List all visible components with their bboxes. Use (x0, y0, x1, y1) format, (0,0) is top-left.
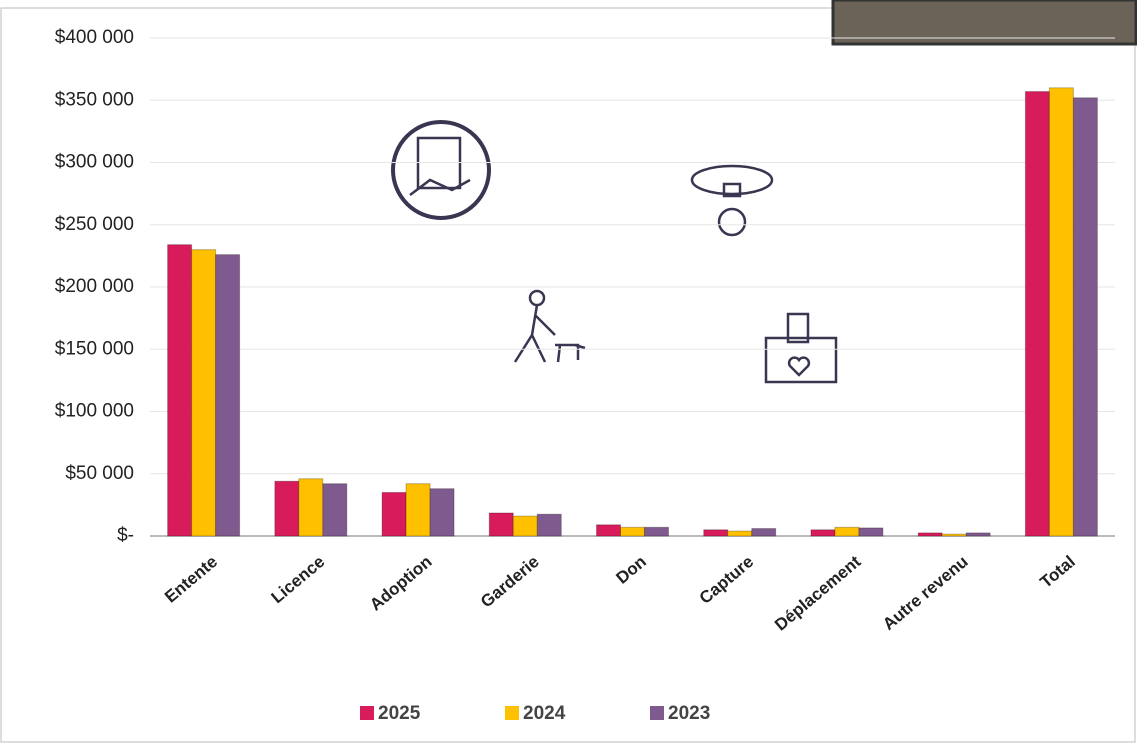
bar (644, 526, 669, 537)
legend-swatch (650, 706, 664, 720)
bar (191, 249, 217, 537)
bar (322, 483, 348, 537)
y-tick-label: $50 000 (65, 463, 134, 484)
bar (1024, 91, 1050, 537)
bar (941, 533, 967, 537)
bar (536, 513, 562, 537)
bar (405, 483, 431, 537)
bar (167, 244, 193, 537)
y-tick-label: $150 000 (55, 338, 134, 359)
bar (917, 532, 943, 537)
legend-swatch (360, 706, 374, 720)
bar (215, 254, 241, 537)
bar (703, 529, 729, 537)
bar (488, 512, 514, 537)
bar (965, 532, 991, 537)
photo (831, 0, 1137, 46)
bar (512, 515, 538, 537)
icons (391, 120, 838, 384)
bar (1072, 97, 1098, 537)
bar (751, 528, 777, 537)
y-tick-label: $350 000 (55, 89, 134, 110)
bar (727, 530, 753, 537)
bar (858, 527, 884, 537)
bar (810, 529, 836, 537)
y-tick-label: $- (117, 525, 134, 546)
bar (274, 480, 300, 537)
bar (620, 526, 645, 537)
bar (834, 526, 860, 537)
y-tick-label: $300 000 (55, 152, 134, 173)
bar (596, 524, 621, 537)
legend-swatch (505, 706, 519, 720)
bar (381, 491, 407, 537)
legend-label: 2025 (378, 703, 421, 724)
y-tick-label: $250 000 (55, 214, 134, 235)
y-tick-label: $400 000 (55, 27, 134, 48)
legend-label: 2024 (523, 703, 566, 724)
y-tick-label: $200 000 (55, 276, 134, 297)
bar (429, 488, 455, 537)
legend-label: 2023 (668, 703, 710, 724)
y-tick-label: $100 000 (55, 401, 134, 422)
bar (298, 478, 324, 537)
bar (1048, 87, 1074, 537)
